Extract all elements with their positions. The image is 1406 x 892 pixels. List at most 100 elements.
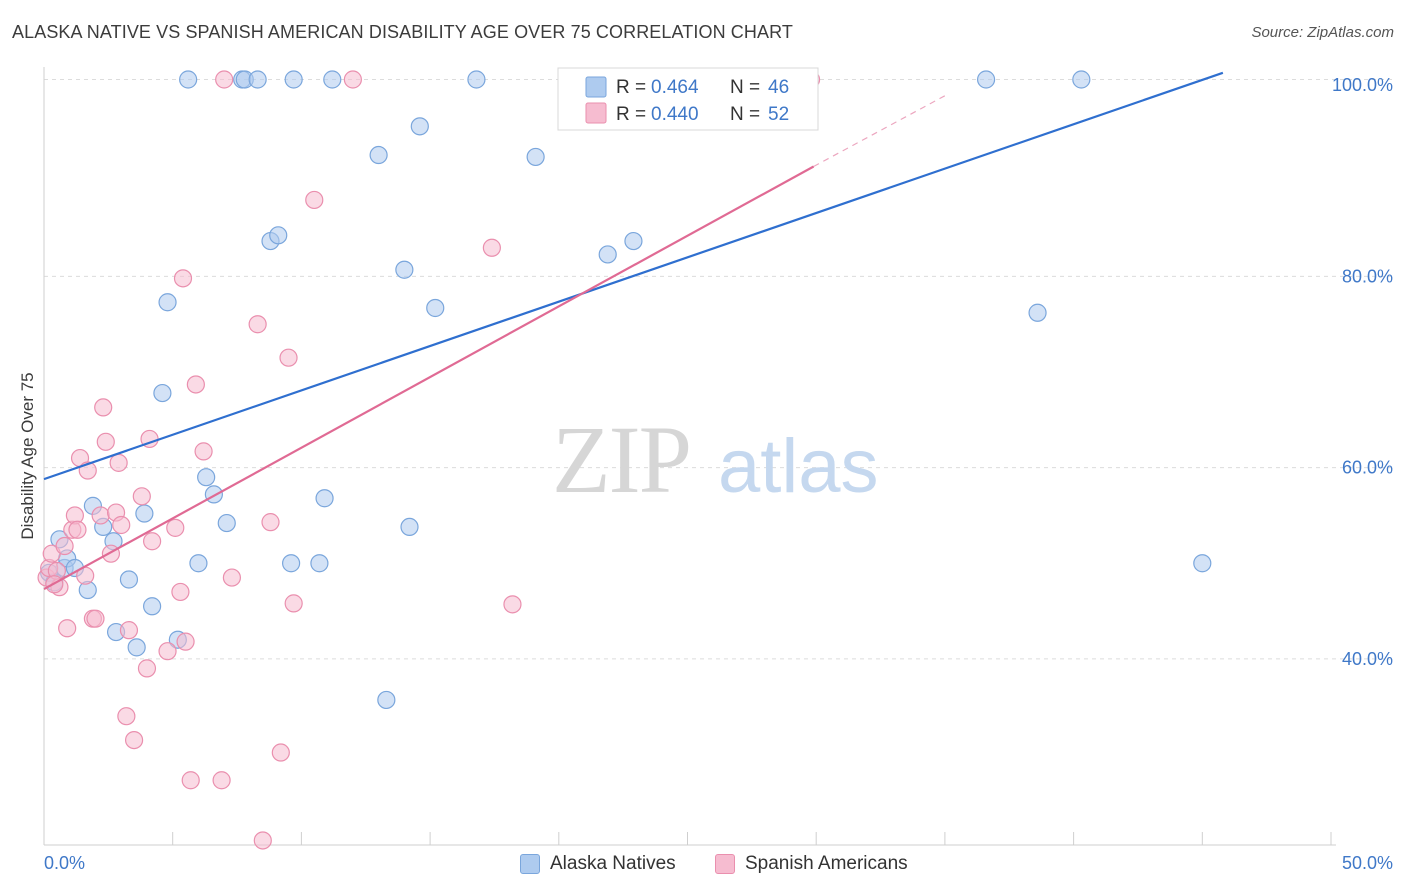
watermark-atlas: atlas bbox=[718, 424, 879, 509]
point-spanish-americans bbox=[124, 730, 144, 750]
point-spanish-americans bbox=[166, 518, 185, 537]
point-alaska-natives bbox=[377, 690, 396, 710]
point-spanish-americans bbox=[143, 532, 162, 551]
legend-item-alaska-natives: Alaska Natives bbox=[520, 852, 676, 876]
point-spanish-americans bbox=[186, 375, 205, 394]
legend-label-spanish-americans: Spanish Americans bbox=[745, 853, 908, 874]
point-alaska-natives bbox=[323, 70, 342, 89]
point-alaska-natives bbox=[976, 70, 996, 89]
stats-r-value-pink: 0.440 bbox=[651, 104, 699, 125]
point-alaska-natives bbox=[119, 570, 139, 589]
stats-swatch-blue bbox=[585, 76, 607, 98]
point-spanish-americans bbox=[181, 771, 200, 790]
stats-r-value-blue: 0.464 bbox=[651, 77, 699, 98]
point-alaska-natives bbox=[467, 70, 486, 89]
point-spanish-americans bbox=[58, 619, 77, 638]
point-alaska-natives bbox=[426, 298, 445, 318]
y-tick-label: 40.0% bbox=[1342, 649, 1393, 669]
y-tick-label: 60.0% bbox=[1342, 458, 1393, 478]
point-alaska-natives bbox=[135, 504, 154, 523]
point-alaska-natives bbox=[400, 517, 419, 537]
legend-label-alaska-natives: Alaska Natives bbox=[550, 853, 676, 874]
point-alaska-natives bbox=[310, 554, 329, 573]
point-spanish-americans bbox=[253, 831, 272, 850]
point-alaska-natives bbox=[269, 226, 288, 245]
gridlines bbox=[44, 79, 1392, 660]
point-spanish-americans bbox=[248, 315, 267, 334]
point-spanish-americans bbox=[503, 595, 522, 614]
point-spanish-americans bbox=[112, 515, 131, 535]
point-spanish-americans bbox=[68, 520, 87, 539]
y-tick-label: 100.0% bbox=[1332, 75, 1393, 95]
point-spanish-americans bbox=[343, 70, 362, 89]
point-spanish-americans bbox=[158, 642, 177, 661]
trend-line-spanish-americans-extension bbox=[813, 95, 946, 168]
trend-lines bbox=[43, 71, 1224, 591]
point-alaska-natives bbox=[248, 70, 267, 89]
point-spanish-americans bbox=[305, 190, 324, 210]
point-spanish-americans bbox=[171, 582, 190, 602]
point-alaska-natives bbox=[143, 597, 162, 616]
point-spanish-americans bbox=[132, 487, 151, 506]
point-alaska-natives bbox=[282, 554, 301, 573]
stats-swatch-pink bbox=[585, 102, 607, 124]
trend-line-spanish-americans bbox=[43, 165, 815, 591]
point-alaska-natives bbox=[1072, 70, 1091, 89]
point-alaska-natives bbox=[395, 260, 414, 279]
point-alaska-natives bbox=[598, 245, 617, 264]
point-alaska-natives bbox=[410, 117, 429, 136]
legend-swatch-blue bbox=[520, 854, 540, 874]
point-spanish-americans bbox=[222, 568, 242, 587]
stats-legend: R = 0.464 N = 46 R = 0.440 N = 52 bbox=[557, 67, 819, 131]
point-spanish-americans bbox=[96, 432, 115, 451]
point-spanish-americans bbox=[194, 442, 213, 461]
point-alaska-natives bbox=[526, 147, 545, 167]
axes bbox=[43, 67, 1336, 846]
series-alaska-natives bbox=[40, 70, 1212, 710]
point-alaska-natives bbox=[153, 383, 172, 403]
point-alaska-natives bbox=[127, 638, 146, 657]
legend-item-spanish-americans: Spanish Americans bbox=[715, 852, 908, 876]
point-spanish-americans bbox=[55, 536, 74, 556]
point-alaska-natives bbox=[158, 293, 177, 312]
point-alaska-natives bbox=[179, 70, 198, 89]
y-tick-labels: 40.0% 60.0% 80.0% 100.0% bbox=[1332, 75, 1393, 669]
point-spanish-americans bbox=[271, 743, 290, 762]
point-alaska-natives bbox=[369, 145, 388, 165]
trend-line-alaska-natives bbox=[43, 71, 1224, 481]
series-spanish-americans bbox=[37, 70, 821, 850]
point-spanish-americans bbox=[109, 453, 128, 472]
stats-n-label-blue: N = bbox=[730, 77, 760, 98]
chart-title: ALASKA NATIVE VS SPANISH AMERICAN DISABI… bbox=[12, 22, 793, 42]
point-alaska-natives bbox=[284, 70, 303, 89]
point-spanish-americans bbox=[119, 621, 139, 640]
stats-n-value-pink: 52 bbox=[768, 104, 789, 125]
point-spanish-americans bbox=[284, 594, 303, 613]
point-alaska-natives bbox=[189, 554, 208, 573]
point-spanish-americans bbox=[101, 544, 121, 563]
x-tick-labels: 0.0% 50.0% bbox=[44, 853, 1393, 873]
stats-r-label-blue: R = bbox=[616, 77, 646, 98]
watermark-zip: ZIP bbox=[552, 406, 690, 513]
stats-n-value-blue: 46 bbox=[768, 77, 789, 98]
watermark: ZIP atlas bbox=[552, 406, 879, 513]
point-alaska-natives bbox=[315, 489, 334, 508]
x-tick-label-max: 50.0% bbox=[1342, 853, 1393, 873]
point-spanish-americans bbox=[482, 238, 501, 257]
legend-swatch-pink bbox=[715, 854, 735, 874]
point-alaska-natives bbox=[624, 231, 643, 251]
stats-n-label-pink: N = bbox=[730, 104, 760, 125]
point-spanish-americans bbox=[117, 707, 136, 726]
point-spanish-americans bbox=[94, 398, 113, 417]
point-alaska-natives bbox=[204, 485, 223, 504]
point-alaska-natives bbox=[197, 468, 216, 487]
point-spanish-americans bbox=[215, 70, 234, 89]
y-tick-label: 80.0% bbox=[1342, 266, 1393, 286]
y-axis-label: Disability Age Over 75 bbox=[18, 372, 37, 539]
point-alaska-natives bbox=[1028, 303, 1047, 322]
point-spanish-americans bbox=[91, 506, 110, 525]
x-tick-label-min: 0.0% bbox=[44, 853, 85, 873]
point-spanish-americans bbox=[279, 348, 298, 367]
stats-r-label-pink: R = bbox=[616, 104, 646, 125]
